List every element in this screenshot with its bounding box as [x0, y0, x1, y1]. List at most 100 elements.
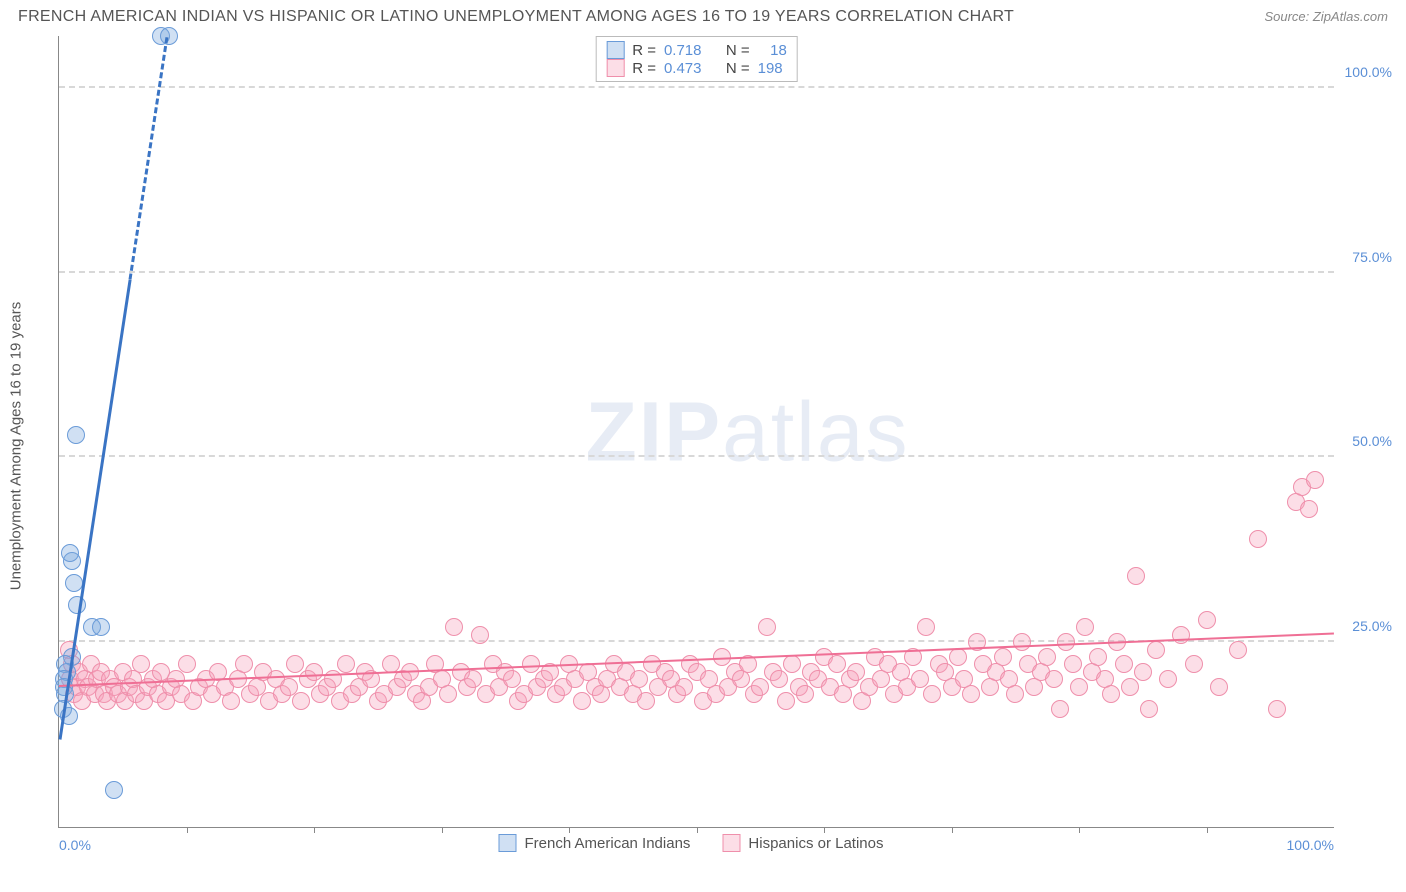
data-point — [770, 670, 788, 688]
ytick-label: 50.0% — [1352, 433, 1392, 449]
legend-item-blue: French American Indians — [499, 834, 691, 852]
data-point — [1064, 655, 1082, 673]
xtick — [824, 827, 825, 833]
swatch-pink-icon — [722, 834, 740, 852]
data-point — [1038, 648, 1056, 666]
data-point — [68, 596, 86, 614]
r-value-pink: 0.473 — [664, 60, 702, 77]
data-point — [1115, 655, 1133, 673]
gridline — [59, 271, 1334, 273]
data-point — [1300, 500, 1318, 518]
xtick — [314, 827, 315, 833]
data-point — [1198, 611, 1216, 629]
xtick — [952, 827, 953, 833]
xtick — [1079, 827, 1080, 833]
xtick-label: 0.0% — [59, 837, 91, 853]
ytick-label: 100.0% — [1345, 64, 1392, 80]
n-value-blue: 18 — [758, 42, 787, 59]
data-point — [471, 626, 489, 644]
xtick — [1207, 827, 1208, 833]
data-point — [1045, 670, 1063, 688]
xtick — [697, 827, 698, 833]
data-point — [160, 27, 178, 45]
data-point — [751, 678, 769, 696]
data-point — [235, 655, 253, 673]
data-point — [61, 544, 79, 562]
gridline — [59, 86, 1334, 88]
data-point — [917, 618, 935, 636]
data-point — [675, 678, 693, 696]
data-point — [1102, 685, 1120, 703]
data-point — [1268, 700, 1286, 718]
data-point — [1089, 648, 1107, 666]
xtick — [187, 827, 188, 833]
data-point — [286, 655, 304, 673]
data-point — [911, 670, 929, 688]
data-point — [292, 692, 310, 710]
data-point — [847, 663, 865, 681]
correlation-legend: R = 0.718 N = 18 R = 0.473 N = 198 — [595, 36, 798, 82]
n-value-pink: 198 — [758, 60, 783, 77]
chart-title: FRENCH AMERICAN INDIAN VS HISPANIC OR LA… — [18, 8, 1014, 26]
data-point — [1006, 685, 1024, 703]
data-point — [1306, 471, 1324, 489]
ytick-label: 25.0% — [1352, 618, 1392, 634]
xtick — [442, 827, 443, 833]
plot-region: ZIPatlas R = 0.718 N = 18 R = 0.473 N = … — [58, 36, 1334, 828]
source-link[interactable]: ZipAtlas.com — [1313, 9, 1388, 24]
data-point — [92, 618, 110, 636]
data-point — [1057, 633, 1075, 651]
chart-area: Unemployment Among Ages 16 to 19 years Z… — [48, 36, 1334, 856]
data-point — [1172, 626, 1190, 644]
swatch-blue-icon — [499, 834, 517, 852]
data-point — [1121, 678, 1139, 696]
data-point — [178, 655, 196, 673]
data-point — [630, 670, 648, 688]
data-point — [1140, 700, 1158, 718]
y-axis-label: Unemployment Among Ages 16 to 19 years — [8, 302, 25, 591]
data-point — [222, 692, 240, 710]
xtick-label: 100.0% — [1287, 837, 1334, 853]
watermark: ZIPatlas — [585, 383, 909, 480]
data-point — [1147, 641, 1165, 659]
data-point — [828, 655, 846, 673]
data-point — [1134, 663, 1152, 681]
data-point — [573, 692, 591, 710]
data-point — [439, 685, 457, 703]
data-point — [132, 655, 150, 673]
data-point — [1013, 633, 1031, 651]
legend-item-pink: Hispanics or Latinos — [722, 834, 883, 852]
source-label: Source: ZipAtlas.com — [1264, 8, 1388, 26]
data-point — [305, 663, 323, 681]
data-point — [994, 648, 1012, 666]
data-point — [758, 618, 776, 636]
data-point — [923, 685, 941, 703]
data-point — [337, 655, 355, 673]
data-point — [1249, 530, 1267, 548]
data-point — [503, 670, 521, 688]
data-point — [796, 685, 814, 703]
data-point — [949, 648, 967, 666]
data-point — [777, 692, 795, 710]
data-point — [962, 685, 980, 703]
data-point — [1070, 678, 1088, 696]
data-point — [1229, 641, 1247, 659]
data-point — [1159, 670, 1177, 688]
trendline — [129, 37, 169, 280]
data-point — [280, 678, 298, 696]
data-point — [1185, 655, 1203, 673]
data-point — [1051, 700, 1069, 718]
xtick — [569, 827, 570, 833]
legend-row-pink: R = 0.473 N = 198 — [606, 59, 787, 77]
swatch-pink — [606, 59, 624, 77]
data-point — [783, 655, 801, 673]
swatch-blue — [606, 41, 624, 59]
r-value-blue: 0.718 — [664, 42, 702, 59]
data-point — [1210, 678, 1228, 696]
legend-row-blue: R = 0.718 N = 18 — [606, 41, 787, 59]
data-point — [637, 692, 655, 710]
data-point — [1127, 567, 1145, 585]
data-point — [105, 781, 123, 799]
data-point — [445, 618, 463, 636]
data-point — [67, 426, 85, 444]
